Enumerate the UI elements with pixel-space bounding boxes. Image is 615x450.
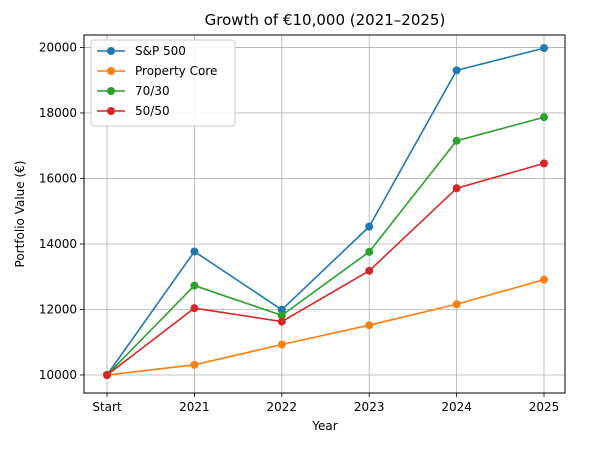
data-point	[103, 370, 111, 379]
series-group	[103, 44, 548, 379]
data-point	[277, 311, 286, 320]
y-axis-label: Portfolio Value (€)	[13, 161, 27, 268]
data-point	[540, 113, 548, 122]
y-tick-label: 12000	[39, 302, 77, 316]
series-line	[106, 47, 545, 376]
legend-label: S&P 500	[135, 44, 186, 58]
data-point	[452, 300, 461, 309]
data-point	[365, 266, 374, 275]
axes: Start 2021 2022 2023 2024 2025 10000 12000 14000…	[39, 40, 559, 414]
data-point	[365, 247, 374, 256]
y-tick-label: 10000	[39, 368, 77, 382]
y-tick-label: 20000	[39, 40, 77, 54]
data-point	[452, 66, 461, 75]
legend: S&P 500 Property Core 70/30 50/50	[90, 39, 236, 127]
plot-frame	[83, 34, 566, 394]
data-point	[540, 275, 548, 284]
data-point	[277, 305, 286, 314]
data-point	[277, 317, 286, 326]
data-point	[365, 222, 374, 231]
legend-label: Property Core	[135, 64, 217, 78]
series-line	[106, 116, 545, 376]
series-line	[106, 162, 545, 376]
legend-label: 70/30	[135, 84, 170, 98]
legend-marker	[107, 67, 115, 75]
x-tick-label: 2022	[267, 400, 298, 414]
data-point	[190, 247, 199, 256]
data-point	[190, 304, 199, 313]
series-50-50	[103, 159, 548, 379]
x-tick-label: 2021	[179, 400, 210, 414]
x-tick-label: 2025	[529, 400, 560, 414]
x-axis-label: Year	[311, 419, 337, 433]
y-tick-label: 18000	[39, 106, 77, 120]
data-point	[540, 159, 548, 168]
series-line	[106, 278, 545, 376]
data-point	[365, 321, 374, 330]
y-tick-label: 14000	[39, 237, 77, 251]
legend-items: S&P 500 Property Core 70/30 50/50	[97, 44, 217, 118]
legend-marker	[107, 107, 115, 115]
data-point	[277, 340, 286, 349]
legend-label: 50/50	[135, 104, 170, 118]
data-point	[540, 44, 548, 53]
grid-lines	[84, 35, 565, 393]
data-point	[452, 184, 461, 193]
data-point	[452, 136, 461, 145]
chart-title: Growth of €10,000 (2021–2025)	[205, 11, 446, 29]
legend-marker	[107, 87, 115, 95]
x-tick-label: 2023	[354, 400, 385, 414]
x-tick-label: 2024	[441, 400, 472, 414]
legend-frame	[90, 39, 236, 127]
data-point	[190, 281, 199, 290]
legend-marker	[107, 47, 115, 55]
y-tick-label: 16000	[39, 171, 77, 185]
data-point	[190, 360, 199, 369]
x-tick-label: Start	[92, 400, 122, 414]
